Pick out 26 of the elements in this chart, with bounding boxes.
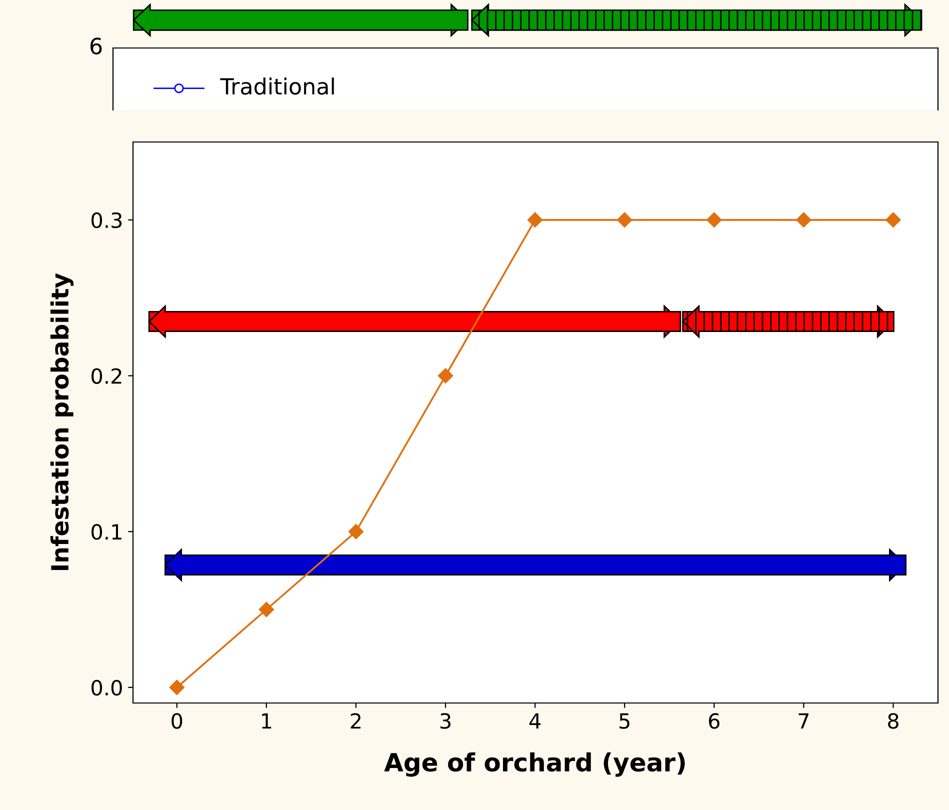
point [886,212,901,228]
point [348,524,364,540]
x-tick-label: 3 [440,713,450,729]
y-tick-label: 0.1 [92,524,122,540]
text: Traditional [220,78,334,95]
y-tick-label: 0.0 [92,680,122,696]
y-tick-label: 0.3 [92,212,122,228]
text: 6 [90,38,102,54]
x-tick-label: 0 [172,713,182,729]
x-tick-label: 8 [888,713,898,729]
x-tick-label: 6 [708,713,720,729]
x-tick-label: 5 [620,713,630,729]
x-tick-label: 4 [529,713,541,729]
x-tick-label: 7 [798,713,809,729]
point [706,212,722,228]
point [438,368,454,384]
point [796,212,812,228]
x-axis-title: Age of orchard (year) [384,752,685,777]
x-tick-label: 2 [350,713,361,729]
point [258,602,274,618]
x-tick-label: 1 [262,713,272,729]
point [169,680,184,695]
y-tick-label: 0.2 [92,368,122,384]
point [527,212,543,228]
y-axis-title: Infestation probability [50,273,74,570]
point [617,212,632,228]
